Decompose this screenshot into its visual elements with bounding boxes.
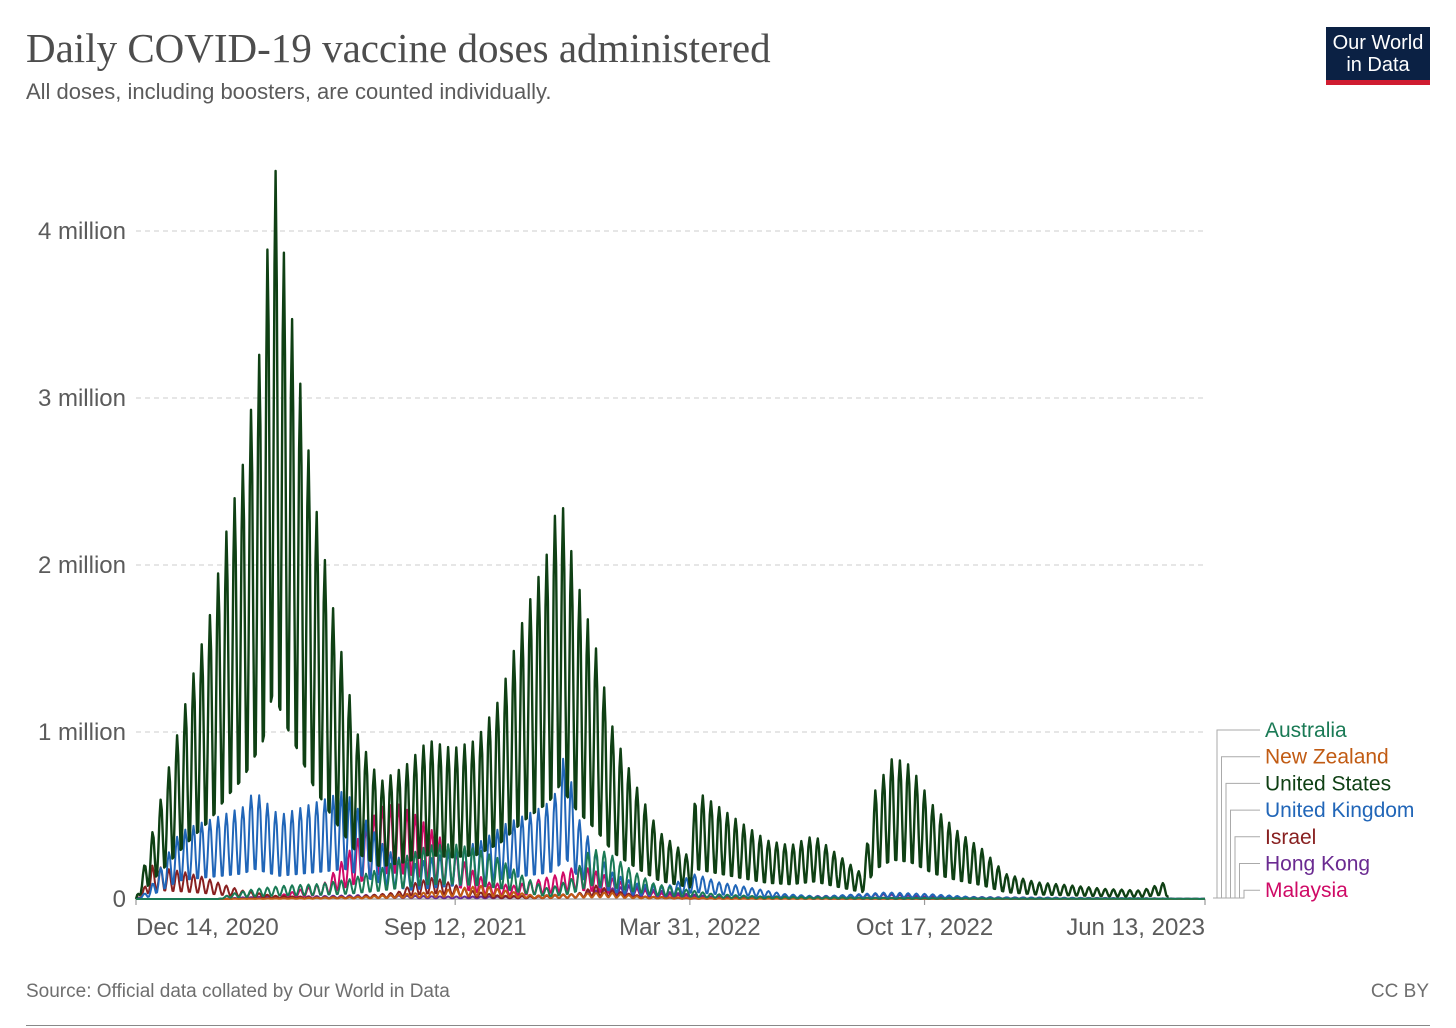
legend-connector bbox=[1213, 889, 1260, 899]
series-line-united-states[interactable] bbox=[134, 169, 1169, 900]
chart-title: Daily COVID-19 vaccine doses administere… bbox=[26, 25, 771, 71]
legend-item-australia[interactable]: Australia bbox=[1265, 719, 1347, 742]
x-tick-label: Dec 14, 2020 bbox=[136, 914, 279, 941]
y-tick-label: 4 million bbox=[38, 218, 126, 245]
legend-connector bbox=[1213, 809, 1260, 899]
y-axis: 0 1 million 2 million 3 million 4 million bbox=[38, 218, 126, 913]
logo-line-1: Our World bbox=[1332, 32, 1424, 54]
legend-connector bbox=[1213, 782, 1260, 899]
x-axis: Dec 14, 2020 Sep 12, 2021 Mar 31, 2022 Oct … bbox=[135, 898, 1206, 941]
legend-item-new-zealand[interactable]: New Zealand bbox=[1265, 746, 1389, 769]
y-tick-label: 3 million bbox=[38, 385, 126, 412]
series-line-australia[interactable] bbox=[136, 843, 1206, 900]
series-line-united-kingdom[interactable] bbox=[135, 757, 1205, 900]
license-link[interactable]: CC BY bbox=[1370, 981, 1429, 1002]
x-tick-label: Sep 12, 2021 bbox=[384, 914, 527, 941]
legend-item-israel[interactable]: Israel bbox=[1265, 826, 1316, 849]
legend-connector bbox=[1213, 863, 1260, 899]
owid-logo[interactable]: Our World in Data bbox=[1326, 27, 1430, 85]
y-tick-label: 2 million bbox=[38, 552, 126, 579]
series-lines bbox=[134, 169, 1206, 900]
legend-item-malaysia[interactable]: Malaysia bbox=[1265, 879, 1348, 902]
y-tick-label: 1 million bbox=[38, 719, 126, 746]
bottom-divider bbox=[26, 1025, 1430, 1026]
chart-subtitle: All doses, including boosters, are count… bbox=[26, 79, 552, 104]
x-tick-label: Oct 17, 2022 bbox=[856, 914, 993, 941]
gridlines bbox=[136, 230, 1205, 733]
y-tick-label: 0 bbox=[113, 886, 126, 913]
x-tick-label: Mar 31, 2022 bbox=[619, 914, 760, 941]
source-note: Source: Official data collated by Our Wo… bbox=[26, 981, 450, 1002]
legend: Australia New Zealand United States United … bbox=[1213, 719, 1414, 902]
legend-connector bbox=[1213, 729, 1260, 899]
legend-item-hong-kong[interactable]: Hong Kong bbox=[1265, 853, 1370, 876]
logo-line-2: in Data bbox=[1346, 54, 1410, 76]
legend-connector bbox=[1213, 836, 1260, 899]
legend-item-united-states[interactable]: United States bbox=[1265, 772, 1391, 795]
x-tick-label: Jun 13, 2023 bbox=[1066, 914, 1205, 941]
legend-connector bbox=[1213, 756, 1260, 899]
legend-item-united-kingdom[interactable]: United Kingdom bbox=[1265, 799, 1414, 822]
